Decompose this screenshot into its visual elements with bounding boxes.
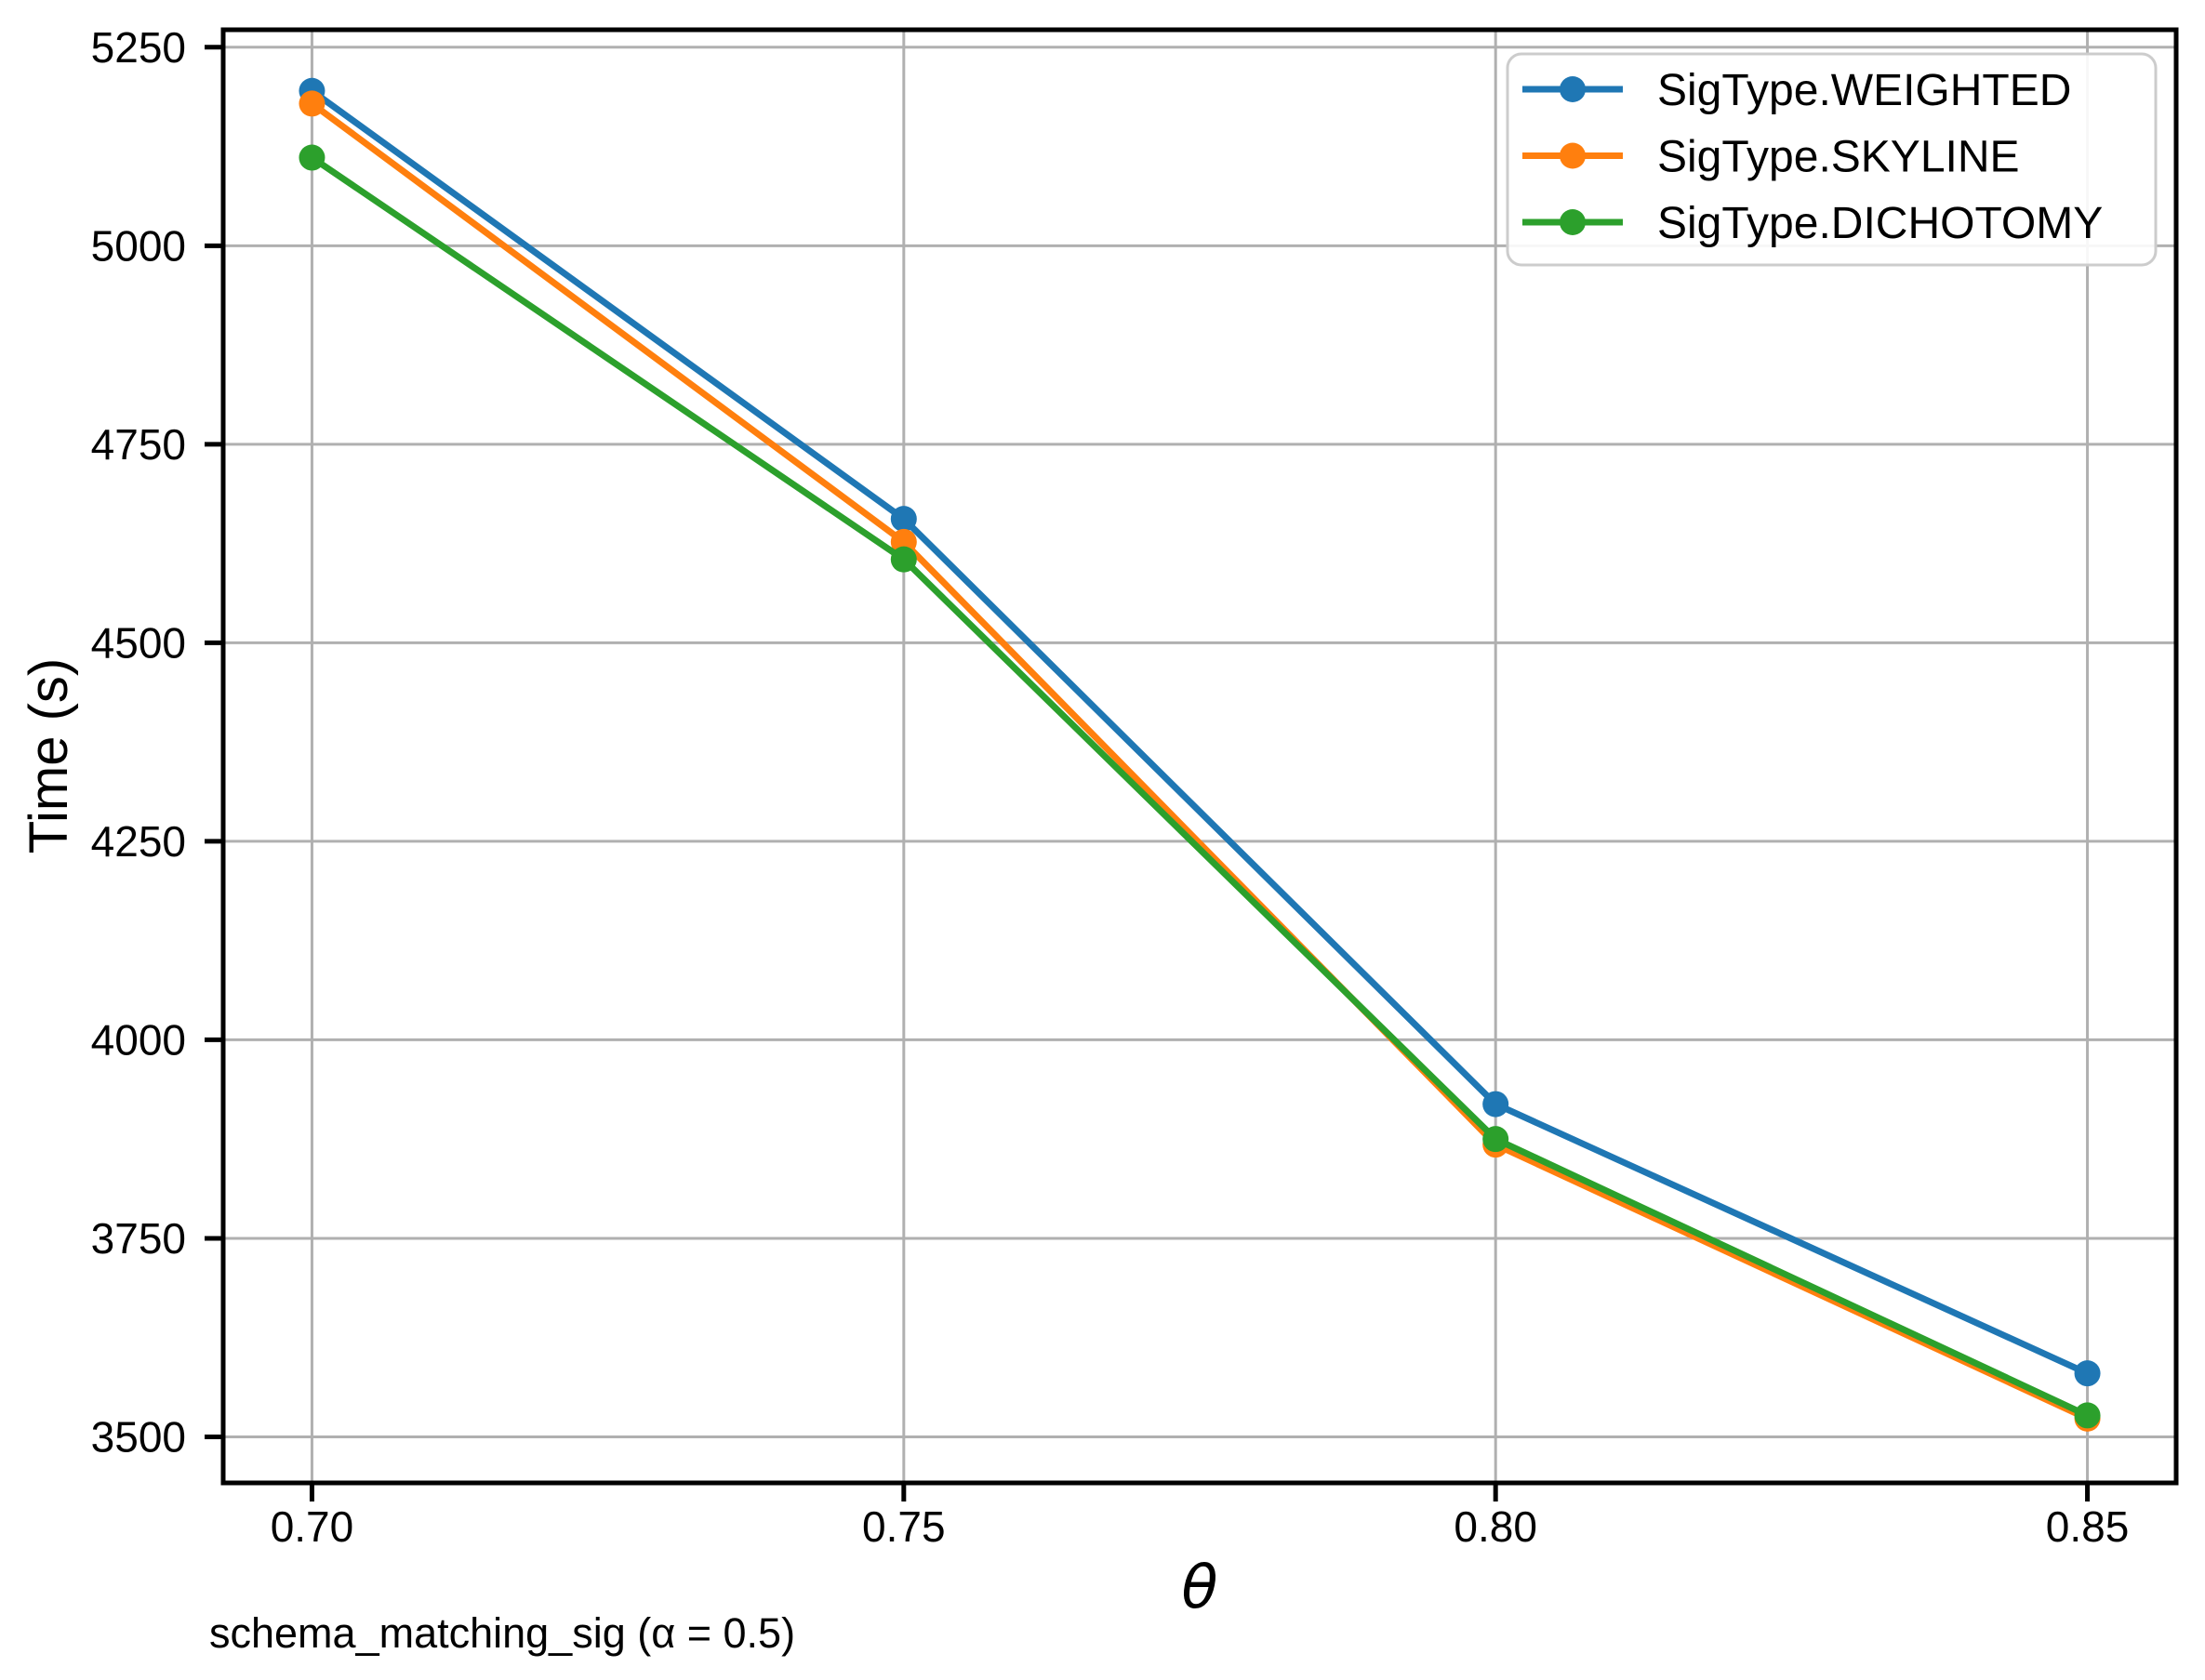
legend-box (1506, 52, 2158, 267)
data-point-marker (299, 144, 325, 171)
y-tick-label: 4750 (91, 420, 186, 469)
legend-label: SigType.SKYLINE (1657, 133, 2020, 182)
legend-marker (1560, 209, 1586, 235)
x-tick-label: 0.75 (862, 1502, 946, 1551)
data-point-marker (890, 506, 917, 533)
legend: SigType.WEIGHTED SigType.SKYLINE SigType.D… (1506, 52, 2158, 267)
y-tick-label: 3750 (91, 1214, 186, 1263)
y-tick-label: 5000 (91, 221, 186, 270)
data-point-marker (890, 546, 917, 573)
y-axis-label: Time (s) (19, 658, 79, 853)
series-line-sigtype-skyline (310, 100, 2090, 1422)
gridlines (223, 30, 2176, 1483)
data-point-marker (2074, 1402, 2101, 1429)
y-tick-label: 5250 (91, 23, 186, 72)
legend-item: SigType.WEIGHTED (1522, 66, 2071, 115)
x-tick-label: 0.85 (2046, 1502, 2130, 1551)
y-tick-label: 4000 (91, 1015, 186, 1064)
caption: schema_matching_sig (α = 0.5) (209, 1609, 795, 1657)
legend-label: SigType.WEIGHTED (1657, 66, 2071, 115)
data-point-marker (299, 90, 325, 117)
legend-item: SigType.SKYLINE (1522, 133, 2020, 182)
tick-labels: 3500 3750 4000 4250 4500 4750 5000 5250 0.70 0.75… (91, 23, 2130, 1551)
series-line-sigtype-dichotomy (310, 154, 2090, 1419)
x-tick-label: 0.70 (271, 1502, 354, 1551)
legend-label: SigType.DICHOTOMY (1657, 199, 2103, 248)
data-point-marker (2074, 1360, 2101, 1387)
series-line-sigtype-weighted (310, 87, 2089, 1377)
axis-ticks (205, 45, 2091, 1501)
plot-border (220, 27, 2179, 1486)
legend-item: SigType.DICHOTOMY (1522, 199, 2103, 248)
legend-marker (1560, 142, 1586, 169)
data-point-marker (1482, 1126, 1509, 1153)
legend-marker (1560, 76, 1586, 102)
series-lines (299, 77, 2101, 1432)
data-point-marker (1482, 1091, 1509, 1118)
x-axis-label: θ (1181, 1554, 1217, 1622)
x-tick-label: 0.80 (1454, 1502, 1537, 1551)
y-tick-label: 4500 (91, 618, 186, 667)
y-tick-label: 4250 (91, 817, 186, 866)
y-tick-label: 3500 (91, 1412, 186, 1461)
